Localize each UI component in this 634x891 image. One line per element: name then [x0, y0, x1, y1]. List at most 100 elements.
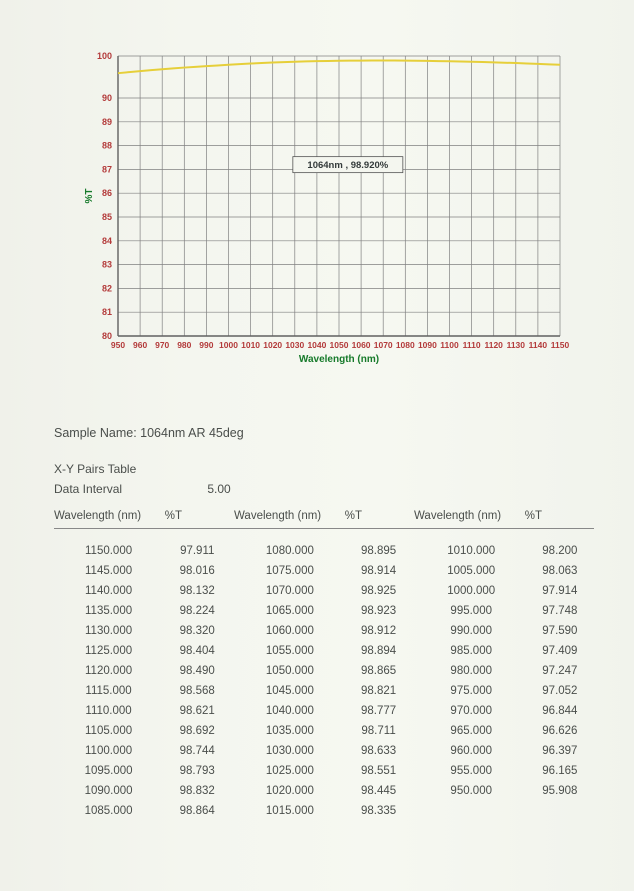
transmission-value: 98.865	[344, 661, 412, 681]
wavelength-value: 990.000	[417, 621, 526, 641]
table-headers: Wavelength (nm)%TWavelength (nm)%TWavele…	[54, 510, 594, 522]
transmission-value: 98.895	[344, 541, 412, 561]
wavelength-value: 1060.000	[235, 621, 344, 641]
col-header-t: %T	[525, 510, 594, 522]
table-row: 1035.00098.711	[235, 721, 412, 741]
table-row: 985.00097.409	[417, 641, 594, 661]
table-row: 1050.00098.865	[235, 661, 412, 681]
transmission-value: 97.911	[163, 541, 231, 561]
wavelength-value: 1095.000	[54, 761, 163, 781]
transmission-value: 98.711	[344, 721, 412, 741]
table-row: 1110.00098.621	[54, 701, 231, 721]
svg-text:1100: 1100	[440, 340, 459, 350]
table-row: 1005.00098.063	[417, 561, 594, 581]
wavelength-value: 1070.000	[235, 581, 344, 601]
svg-text:83: 83	[102, 260, 112, 270]
transmission-value: 98.404	[163, 641, 231, 661]
wavelength-value: 1115.000	[54, 681, 163, 701]
transmission-value: 98.832	[163, 781, 231, 801]
document-page: 8081828384858687888990100950960970980990…	[0, 0, 634, 891]
wavelength-value: 1090.000	[54, 781, 163, 801]
wavelength-value: 1045.000	[235, 681, 344, 701]
svg-text:82: 82	[102, 283, 112, 293]
svg-text:1150: 1150	[551, 340, 570, 350]
transmission-value: 96.165	[526, 761, 594, 781]
svg-text:85: 85	[102, 212, 112, 222]
transmission-value: 95.908	[526, 781, 594, 801]
table-row: 1130.00098.320	[54, 621, 231, 641]
svg-text:1130: 1130	[507, 340, 526, 350]
wavelength-value: 1135.000	[54, 601, 163, 621]
data-section: Sample Name: 1064nm AR 45deg X-Y Pairs T…	[54, 426, 594, 821]
table-row: 1095.00098.793	[54, 761, 231, 781]
wavelength-value: 1000.000	[417, 581, 526, 601]
wavelength-value: 1025.000	[235, 761, 344, 781]
transmission-value: 98.744	[163, 741, 231, 761]
svg-text:87: 87	[102, 164, 112, 174]
transmission-value: 97.590	[526, 621, 594, 641]
wavelength-value: 965.000	[417, 721, 526, 741]
table-column: 1010.00098.2001005.00098.0631000.00097.9…	[417, 541, 594, 821]
transmission-value: 98.445	[344, 781, 412, 801]
wavelength-value: 955.000	[417, 761, 526, 781]
sample-name-label: Sample Name:	[54, 426, 140, 440]
table-row: 950.00095.908	[417, 781, 594, 801]
svg-text:1110: 1110	[463, 340, 481, 350]
transmission-value: 98.551	[344, 761, 412, 781]
transmission-value: 96.844	[526, 701, 594, 721]
svg-text:1050: 1050	[330, 340, 349, 350]
svg-text:950: 950	[111, 340, 125, 350]
svg-text:1040: 1040	[307, 340, 326, 350]
svg-text:90: 90	[102, 93, 112, 103]
transmission-value: 98.132	[163, 581, 231, 601]
transmission-value: 98.200	[526, 541, 594, 561]
data-interval-value: 5.00	[207, 482, 230, 496]
col-header-wavelength: Wavelength (nm)	[414, 510, 525, 522]
svg-text:1064nm , 98.920%: 1064nm , 98.920%	[307, 160, 388, 171]
svg-text:970: 970	[155, 340, 169, 350]
svg-text:88: 88	[102, 141, 112, 151]
svg-text:1080: 1080	[396, 340, 415, 350]
svg-text:1000: 1000	[219, 340, 238, 350]
svg-text:Wavelength (nm): Wavelength (nm)	[299, 354, 379, 365]
table-row: 1070.00098.925	[235, 581, 412, 601]
data-interval-line: Data Interval 5.00	[54, 482, 594, 496]
svg-text:84: 84	[102, 236, 112, 246]
wavelength-value: 1055.000	[235, 641, 344, 661]
wavelength-value: 960.000	[417, 741, 526, 761]
table-row: 1080.00098.895	[235, 541, 412, 561]
wavelength-value: 1050.000	[235, 661, 344, 681]
table-row: 995.00097.748	[417, 601, 594, 621]
table-row: 955.00096.165	[417, 761, 594, 781]
svg-text:980: 980	[177, 340, 191, 350]
table-row: 1015.00098.335	[235, 801, 412, 821]
transmission-value: 96.397	[526, 741, 594, 761]
transmission-value: 97.052	[526, 681, 594, 701]
table-row: 1010.00098.200	[417, 541, 594, 561]
wavelength-value: 1145.000	[54, 561, 163, 581]
wavelength-value: 970.000	[417, 701, 526, 721]
wavelength-value: 1040.000	[235, 701, 344, 721]
svg-text:1060: 1060	[352, 340, 371, 350]
svg-text:1120: 1120	[484, 340, 503, 350]
table-row: 1030.00098.633	[235, 741, 412, 761]
table-row: 1085.00098.864	[54, 801, 231, 821]
wavelength-value: 1005.000	[417, 561, 526, 581]
transmission-chart: 8081828384858687888990100950960970980990…	[80, 48, 570, 378]
transmission-value: 96.626	[526, 721, 594, 741]
wavelength-value: 1140.000	[54, 581, 163, 601]
xy-pairs-table: 1150.00097.9111145.00098.0161140.00098.1…	[54, 541, 594, 821]
table-row: 1105.00098.692	[54, 721, 231, 741]
wavelength-value: 1085.000	[54, 801, 163, 821]
transmission-value: 98.923	[344, 601, 412, 621]
svg-text:990: 990	[199, 340, 213, 350]
wavelength-value: 1080.000	[235, 541, 344, 561]
col-header-wavelength: Wavelength (nm)	[54, 510, 165, 522]
svg-text:1010: 1010	[241, 340, 260, 350]
table-row: 1060.00098.912	[235, 621, 412, 641]
col-header-wavelength: Wavelength (nm)	[234, 510, 345, 522]
table-row: 1125.00098.404	[54, 641, 231, 661]
table-row: 1020.00098.445	[235, 781, 412, 801]
table-row: 1140.00098.132	[54, 581, 231, 601]
table-divider	[54, 528, 594, 529]
